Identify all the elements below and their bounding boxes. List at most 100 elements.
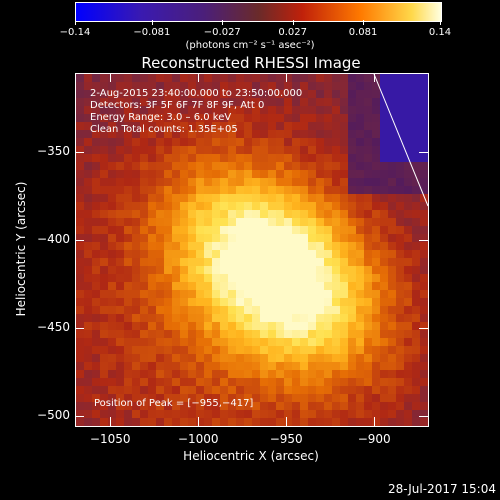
heatmap-cell — [268, 186, 277, 195]
heatmap-cell — [244, 114, 253, 123]
heatmap-cell — [140, 322, 149, 331]
heatmap-cell — [364, 194, 373, 203]
heatmap-cell — [124, 338, 133, 347]
heatmap-cell — [140, 402, 149, 411]
heatmap-cell — [252, 282, 261, 291]
heatmap-cell — [140, 410, 149, 419]
heatmap-cell — [316, 282, 325, 291]
y-tick — [75, 416, 84, 418]
heatmap-cell — [92, 322, 101, 331]
heatmap-cell — [228, 274, 237, 283]
heatmap-cell — [172, 106, 181, 115]
heatmap-cell — [300, 346, 309, 355]
heatmap-cell — [396, 90, 405, 99]
heatmap-cell — [300, 314, 309, 323]
heatmap-cell — [204, 74, 213, 83]
heatmap-cell — [148, 298, 157, 307]
heatmap-cell — [412, 290, 421, 299]
heatmap-cell — [92, 346, 101, 355]
heatmap-cell — [116, 114, 125, 123]
heatmap-cell — [300, 362, 309, 371]
heatmap-cell — [252, 410, 261, 419]
heatmap-cell — [140, 130, 149, 139]
heatmap-cell — [236, 282, 245, 291]
heatmap-cell — [316, 90, 325, 99]
heatmap-cell — [140, 242, 149, 251]
y-tick-label: −350 — [37, 144, 70, 159]
heatmap-cell — [116, 354, 125, 363]
heatmap-cell — [132, 226, 141, 235]
heatmap-cell — [420, 202, 428, 211]
heatmap-cell — [388, 346, 397, 355]
heatmap-cell — [196, 178, 205, 187]
heatmap-cell — [372, 146, 381, 155]
heatmap-cell — [372, 418, 381, 426]
heatmap-cell — [204, 82, 213, 91]
heatmap-cell — [140, 346, 149, 355]
heatmap-cell — [196, 82, 205, 91]
heatmap-cell — [388, 186, 397, 195]
colorbar-tick-label: 0.027 — [278, 27, 308, 38]
heatmap-cell — [372, 194, 381, 203]
heatmap-cell — [340, 370, 349, 379]
heatmap-cell — [236, 202, 245, 211]
heatmap-cell — [244, 322, 253, 331]
heatmap-cell — [252, 306, 261, 315]
heatmap-cell — [332, 330, 341, 339]
heatmap-cell — [124, 210, 133, 219]
heatmap-cell — [76, 378, 85, 387]
heatmap-cell — [404, 338, 413, 347]
heatmap-cell — [140, 106, 149, 115]
heatmap-cell — [244, 154, 253, 163]
heatmap-cell — [340, 362, 349, 371]
heatmap-cell — [340, 90, 349, 99]
heatmap-cell — [116, 386, 125, 395]
heatmap-cell — [404, 378, 413, 387]
heatmap-cell — [212, 266, 221, 275]
heatmap-cell — [260, 370, 269, 379]
heatmap-cell — [284, 354, 293, 363]
heatmap-cell — [372, 162, 381, 171]
heatmap-cell — [76, 418, 85, 426]
heatmap-cell — [332, 402, 341, 411]
heatmap-cell — [364, 154, 373, 163]
heatmap-cell — [92, 266, 101, 275]
heatmap-cell — [124, 138, 133, 147]
heatmap-cell — [228, 258, 237, 267]
heatmap-cell — [244, 282, 253, 291]
heatmap-cell — [220, 386, 229, 395]
heatmap-cell — [140, 122, 149, 131]
heatmap-cell — [132, 314, 141, 323]
heatmap-cell — [196, 394, 205, 403]
heatmap-cell — [220, 242, 229, 251]
heatmap-cell — [172, 370, 181, 379]
heatmap-cell — [84, 314, 93, 323]
heatmap-cell — [276, 130, 285, 139]
heatmap-cell — [316, 386, 325, 395]
heatmap-cell — [92, 202, 101, 211]
heatmap-cell — [172, 210, 181, 219]
heatmap-cell — [276, 378, 285, 387]
heatmap-cell — [284, 106, 293, 115]
heatmap-cell — [404, 250, 413, 259]
heatmap-cell — [332, 410, 341, 419]
heatmap-cell — [108, 306, 117, 315]
heatmap-cell — [84, 322, 93, 331]
heatmap-cell — [356, 402, 365, 411]
heatmap-cell — [84, 194, 93, 203]
heatmap-cell — [172, 98, 181, 107]
heatmap-cell — [156, 298, 165, 307]
heatmap-cell — [212, 402, 221, 411]
heatmap-cell — [108, 130, 117, 139]
heatmap-cell — [164, 314, 173, 323]
heatmap-cell — [108, 186, 117, 195]
heatmap-cell — [356, 282, 365, 291]
heatmap-cell — [260, 410, 269, 419]
heatmap-cell — [356, 274, 365, 283]
heatmap-cell — [124, 410, 133, 419]
heatmap-cell — [84, 362, 93, 371]
heatmap-cell — [100, 114, 109, 123]
heatmap-cell — [260, 250, 269, 259]
solar-limb-line — [373, 74, 428, 207]
heatmap-cell — [116, 266, 125, 275]
